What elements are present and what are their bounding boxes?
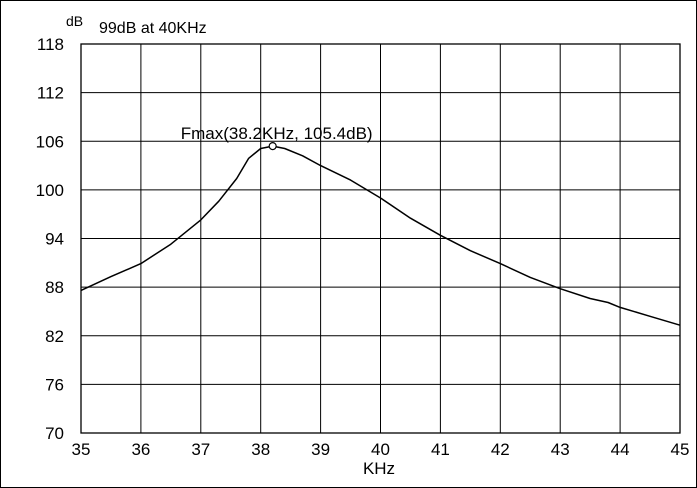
y-tick-label: 76 bbox=[45, 375, 64, 394]
x-tick-label: 35 bbox=[72, 440, 91, 459]
y-tick-label: 106 bbox=[36, 132, 64, 151]
x-tick-label: 45 bbox=[671, 440, 690, 459]
y-tick-label: 118 bbox=[37, 35, 64, 54]
x-tick-label: 42 bbox=[491, 440, 510, 459]
x-tick-label: 44 bbox=[611, 440, 630, 459]
x-tick-label: 40 bbox=[371, 440, 390, 459]
y-tick-label: 88 bbox=[45, 278, 64, 297]
x-tick-label: 36 bbox=[131, 440, 150, 459]
x-tick-label: 41 bbox=[431, 440, 450, 459]
annotations: Fmax(38.2KHz, 105.4dB) bbox=[181, 124, 373, 151]
y-tick-label: 100 bbox=[36, 181, 64, 200]
fmax-annotation-label: Fmax(38.2KHz, 105.4dB) bbox=[181, 124, 373, 143]
grid bbox=[80, 43, 681, 434]
header-note: 99dB at 40KHz bbox=[99, 20, 207, 37]
x-tick-label: 39 bbox=[311, 440, 330, 459]
y-tick-label: 70 bbox=[45, 424, 64, 443]
y-tick-label: 94 bbox=[45, 230, 64, 249]
y-tick-label: 82 bbox=[45, 327, 64, 346]
y-tick-label: 112 bbox=[37, 84, 64, 103]
series-line bbox=[80, 145, 681, 326]
y-tick-labels: 118 112 106 100 94 88 82 76 70 bbox=[36, 35, 64, 443]
x-tick-label: 43 bbox=[551, 440, 570, 459]
x-axis-label: KHz bbox=[363, 459, 395, 478]
plot-area-border bbox=[80, 43, 681, 434]
x-tick-label: 38 bbox=[251, 440, 270, 459]
x-tick-label: 37 bbox=[191, 440, 210, 459]
y-axis-label: dB bbox=[66, 13, 83, 29]
fmax-marker bbox=[268, 142, 277, 151]
x-tick-labels: 35 36 37 38 39 40 41 42 43 44 45 bbox=[72, 440, 690, 459]
